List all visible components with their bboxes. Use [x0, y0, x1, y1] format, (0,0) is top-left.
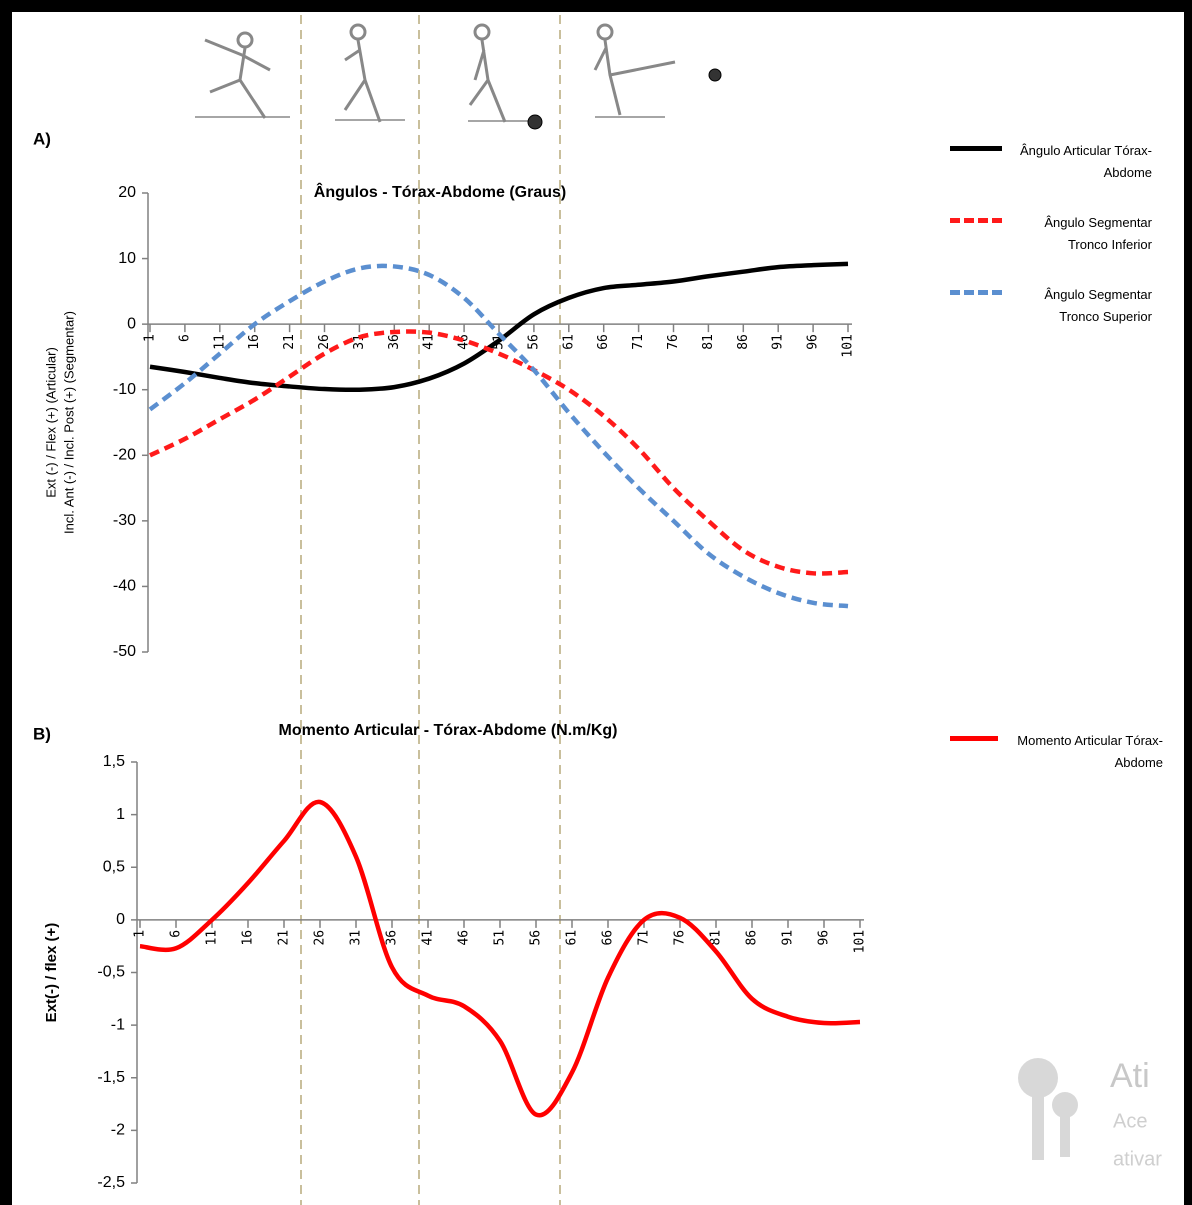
- legend-label: Momento Articular Tórax-Abdome: [998, 730, 1163, 774]
- y-tick-label: 20: [118, 184, 136, 201]
- y-axis-title: Ext (-) / Flex (+) (Articular): [43, 347, 58, 498]
- watermark-key-icon: [1018, 1058, 1078, 1160]
- x-tick-label: 91: [771, 334, 786, 350]
- x-tick-label: 11: [205, 930, 220, 946]
- y-tick-label: 1: [116, 806, 125, 823]
- x-tick-label: 26: [313, 930, 328, 946]
- y-tick-label: -40: [113, 578, 136, 595]
- y-tick-label: -20: [113, 447, 136, 464]
- page: Ati Ace ativar A) Ângulos - Tórax-Abdome …: [0, 0, 1192, 1205]
- legend-label: Ângulo Segmentar Tronco Superior: [1002, 284, 1152, 328]
- x-tick-label: 91: [781, 930, 796, 946]
- x-tick-label: 6: [169, 930, 184, 938]
- y-tick-label: 0,5: [103, 858, 125, 875]
- legend-swatch: [950, 290, 1002, 295]
- x-tick-label: 31: [349, 930, 364, 946]
- x-tick-label: 16: [247, 334, 262, 350]
- x-tick-label: 71: [631, 334, 646, 350]
- x-tick-label: 86: [745, 930, 760, 946]
- panel-label: B): [33, 724, 51, 743]
- x-tick-label: 66: [601, 930, 616, 946]
- chart-title: Ângulos - Tórax-Abdome (Graus): [314, 182, 566, 201]
- x-tick-label: 61: [565, 930, 580, 946]
- y-tick-label: -30: [113, 512, 136, 529]
- y-tick-label: -50: [113, 643, 136, 660]
- x-tick-label: 36: [387, 334, 402, 350]
- x-tick-label: 16: [241, 930, 256, 946]
- series-line: [150, 266, 848, 606]
- watermark-text: ativar: [1113, 1148, 1162, 1170]
- x-tick-label: 41: [422, 334, 437, 350]
- x-tick-label: 76: [673, 930, 688, 946]
- x-tick-label: 51: [493, 930, 508, 946]
- x-tick-label: 41: [421, 930, 436, 946]
- y-tick-label: 1,5: [103, 753, 125, 770]
- y-tick-label: -10: [113, 381, 136, 398]
- panel-label: A): [33, 129, 51, 148]
- legend-swatch: [950, 218, 1002, 223]
- x-tick-label: 96: [806, 334, 821, 350]
- x-tick-label: 101: [853, 930, 868, 953]
- x-tick-label: 66: [596, 334, 611, 350]
- legend-item: Ângulo Articular Tórax-Abdome: [950, 140, 1152, 184]
- legend-item: Ângulo Segmentar Tronco Superior: [950, 284, 1152, 328]
- y-tick-label: -1,5: [97, 1069, 125, 1086]
- x-tick-label: 46: [457, 930, 472, 946]
- y-tick-label: 10: [118, 250, 136, 267]
- series-line: [150, 332, 848, 574]
- legend-swatch: [950, 736, 998, 741]
- x-tick-label: 6: [177, 334, 192, 342]
- player-figures: [195, 25, 721, 129]
- watermark-text: Ace: [1113, 1110, 1147, 1132]
- x-tick-label: 101: [841, 334, 856, 357]
- x-tick-label: 96: [817, 930, 832, 946]
- x-tick-label: 56: [526, 334, 541, 350]
- x-tick-label: 26: [317, 334, 332, 350]
- legend-swatch: [950, 146, 1002, 151]
- y-tick-label: 0: [127, 315, 136, 332]
- y-axis-title: Incl. Ant (-) / Incl. Post (+) (Segmenta…: [61, 311, 76, 534]
- legend-label: Ângulo Segmentar Tronco Inferior: [1002, 212, 1152, 256]
- x-tick-label: 1: [133, 930, 148, 938]
- y-tick-label: -2,5: [97, 1174, 125, 1191]
- x-tick-label: 21: [277, 930, 292, 946]
- x-tick-label: 1: [143, 334, 158, 342]
- x-tick-label: 56: [529, 930, 544, 946]
- y-tick-label: -1: [111, 1016, 125, 1033]
- x-tick-label: 36: [385, 930, 400, 946]
- x-tick-label: 61: [561, 334, 576, 350]
- y-axis-title: Ext(-) / flex (+): [43, 923, 60, 1023]
- chart-title: Momento Articular - Tórax-Abdome (N.m/Kg…: [279, 722, 618, 739]
- legend-item: Momento Articular Tórax-Abdome: [950, 730, 1163, 774]
- y-tick-label: -0,5: [97, 964, 125, 981]
- x-tick-label: 71: [637, 930, 652, 946]
- x-tick-label: 86: [736, 334, 751, 350]
- y-tick-label: -2: [111, 1122, 125, 1139]
- x-tick-label: 21: [282, 334, 297, 350]
- x-tick-label: 76: [666, 334, 681, 350]
- legend-item: Ângulo Segmentar Tronco Inferior: [950, 212, 1152, 256]
- y-tick-label: 0: [116, 911, 125, 928]
- watermark-text: Ati: [1110, 1057, 1150, 1095]
- x-tick-label: 81: [701, 334, 716, 350]
- series-line: [140, 802, 860, 1115]
- legend-label: Ângulo Articular Tórax-Abdome: [1002, 140, 1152, 184]
